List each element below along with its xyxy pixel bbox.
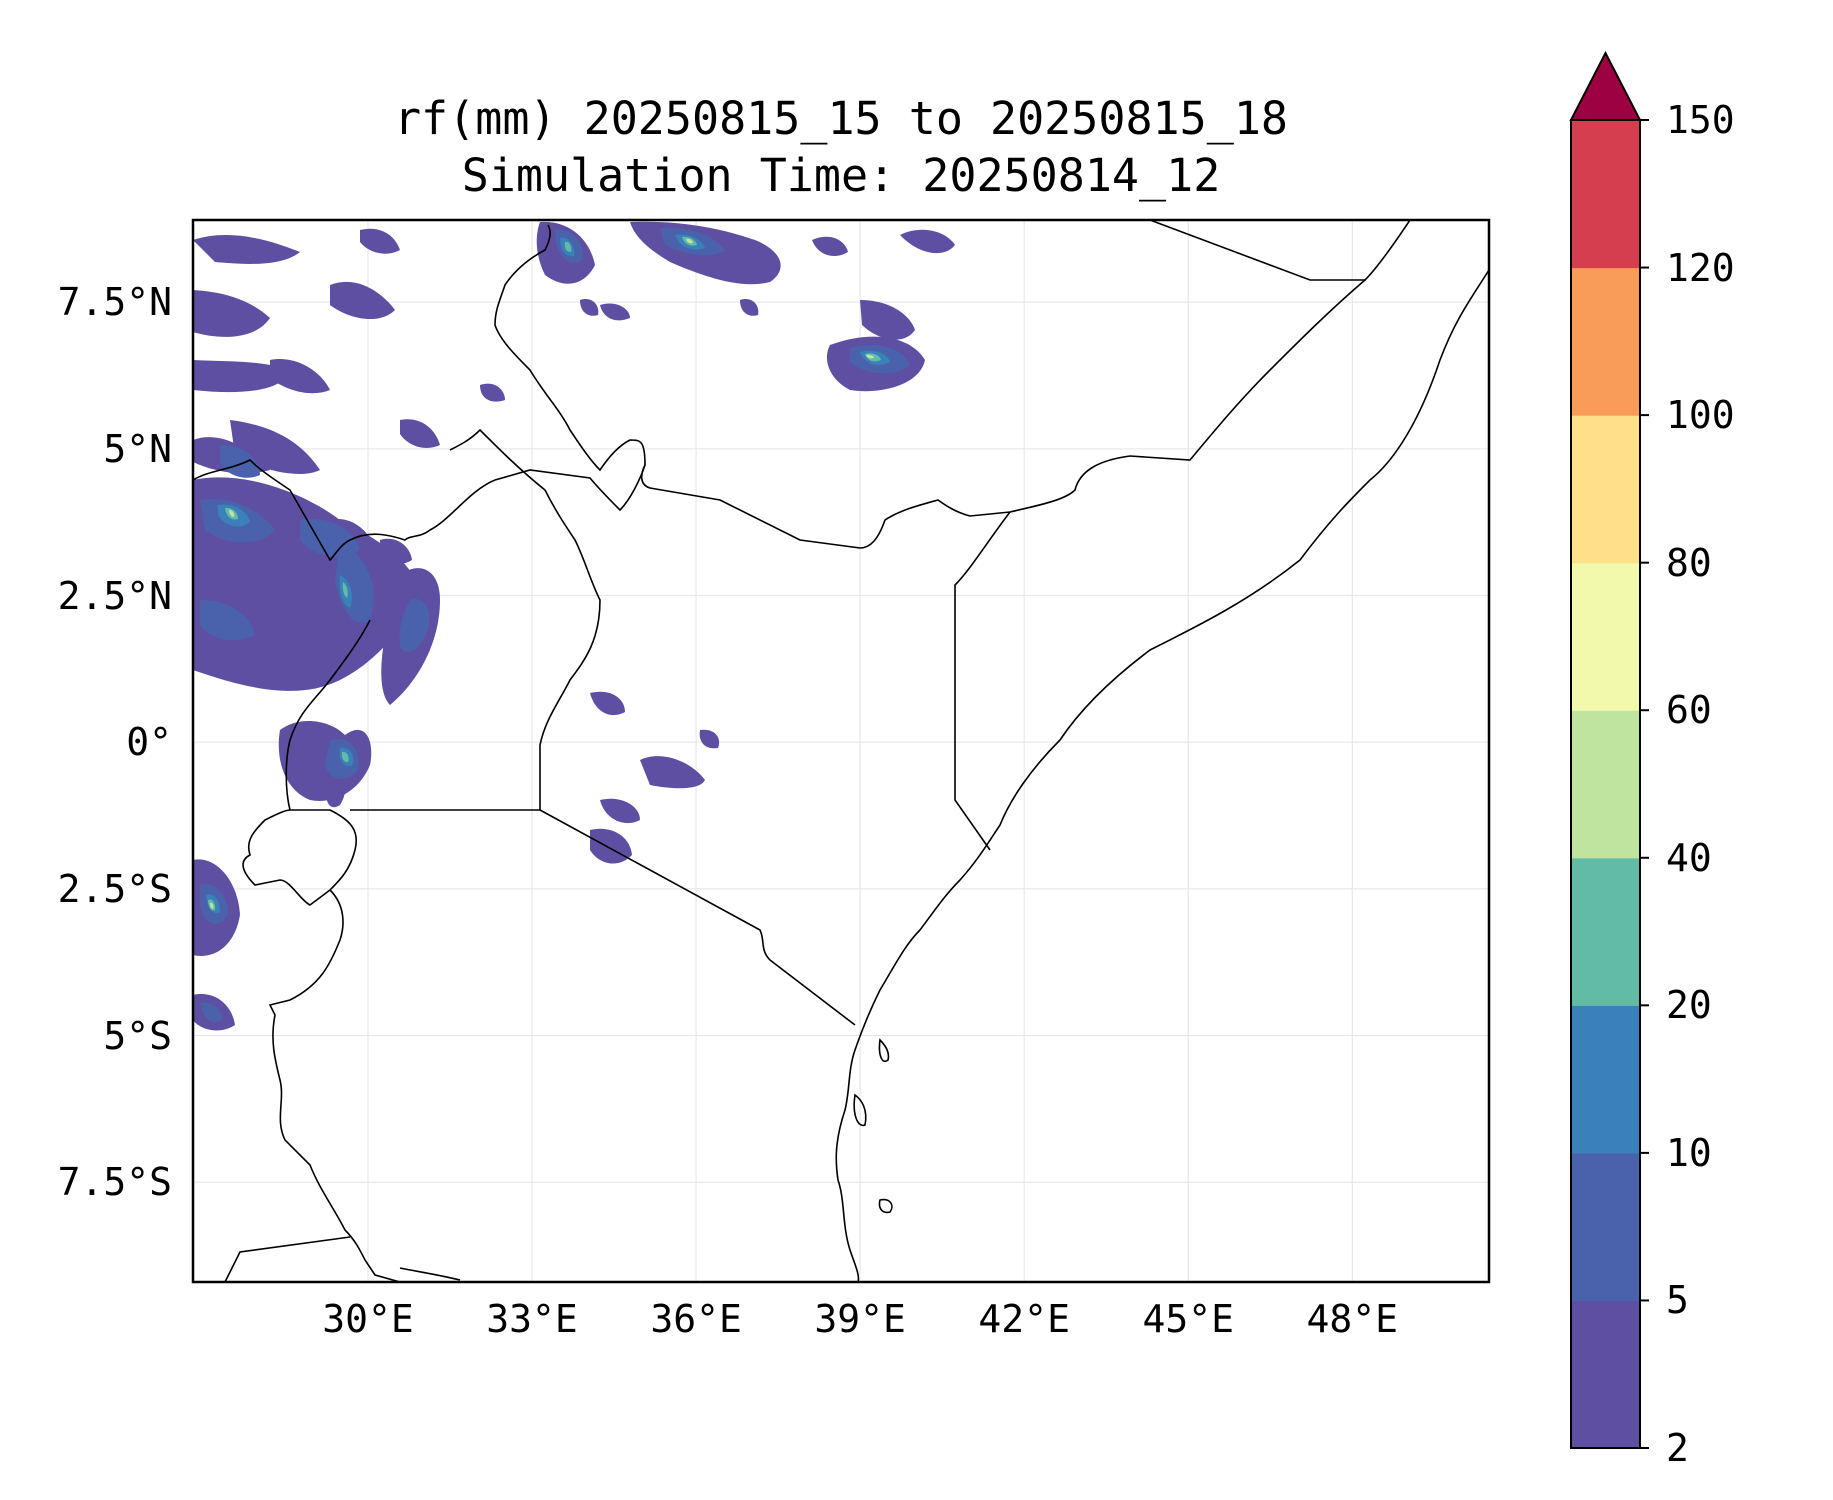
colorbar	[1569, 50, 1649, 1449]
colorbar-segment	[1571, 1300, 1640, 1449]
colorbar-tick-label: 40	[1666, 835, 1712, 880]
map-frame	[191, 218, 1491, 1284]
colorbar-extend-arrow	[1569, 50, 1642, 121]
colorbar-tick-label: 5	[1666, 1278, 1689, 1323]
lat-tick-label: 7.5°N	[57, 280, 172, 325]
lon-tick-label: 45°E	[1142, 1297, 1234, 1341]
colorbar-tick-label: 10	[1666, 1130, 1712, 1175]
lon-tick-label: 36°E	[650, 1297, 742, 1341]
colorbar-segment	[1571, 120, 1640, 269]
colorbar-tick-label: 120	[1666, 245, 1735, 290]
lon-tick-label: 39°E	[814, 1297, 906, 1341]
colorbar-tick-label: 60	[1666, 688, 1712, 733]
colorbar-tick-label: 100	[1666, 393, 1735, 438]
colorbar-tick-label: 2	[1666, 1426, 1689, 1470]
map-background	[193, 220, 1489, 1282]
lat-tick-label: 2.5°S	[57, 866, 172, 911]
country-borders	[193, 220, 1489, 1282]
colorbar-segment	[1571, 1152, 1640, 1302]
lat-tick-label: 5°S	[103, 1013, 172, 1058]
colorbar-frame	[1570, 119, 1641, 1449]
colorbar-segment	[1571, 267, 1640, 416]
colorbar-segment	[1571, 415, 1640, 564]
colorbar-segment	[1571, 562, 1640, 711]
lat-tick-label: 2.5°N	[57, 573, 172, 618]
lon-tick-label: 30°E	[322, 1297, 414, 1341]
lon-tick-label: 42°E	[978, 1297, 1070, 1341]
lat-tick-label: 0°	[126, 720, 172, 765]
colorbar-tick-label: 80	[1666, 540, 1712, 585]
colorbar-tick-label: 20	[1666, 983, 1712, 1028]
title-line-2: Simulation Time: 20250814_12	[461, 149, 1221, 202]
rainfall-field	[193, 221, 955, 1031]
colorbar-segment	[1571, 710, 1640, 859]
lat-tick-label: 5°N	[103, 426, 172, 471]
colorbar-tick-label: 150	[1666, 98, 1735, 142]
lat-tick-label: 7.5°S	[57, 1160, 172, 1205]
lon-tick-label: 48°E	[1306, 1297, 1399, 1341]
lon-tick-label: 33°E	[486, 1297, 578, 1341]
colorbar-segment	[1571, 1005, 1640, 1154]
title-line-1: rf(mm) 20250815_15 to 20250815_18	[393, 92, 1289, 145]
colorbar-segment	[1571, 857, 1640, 1006]
